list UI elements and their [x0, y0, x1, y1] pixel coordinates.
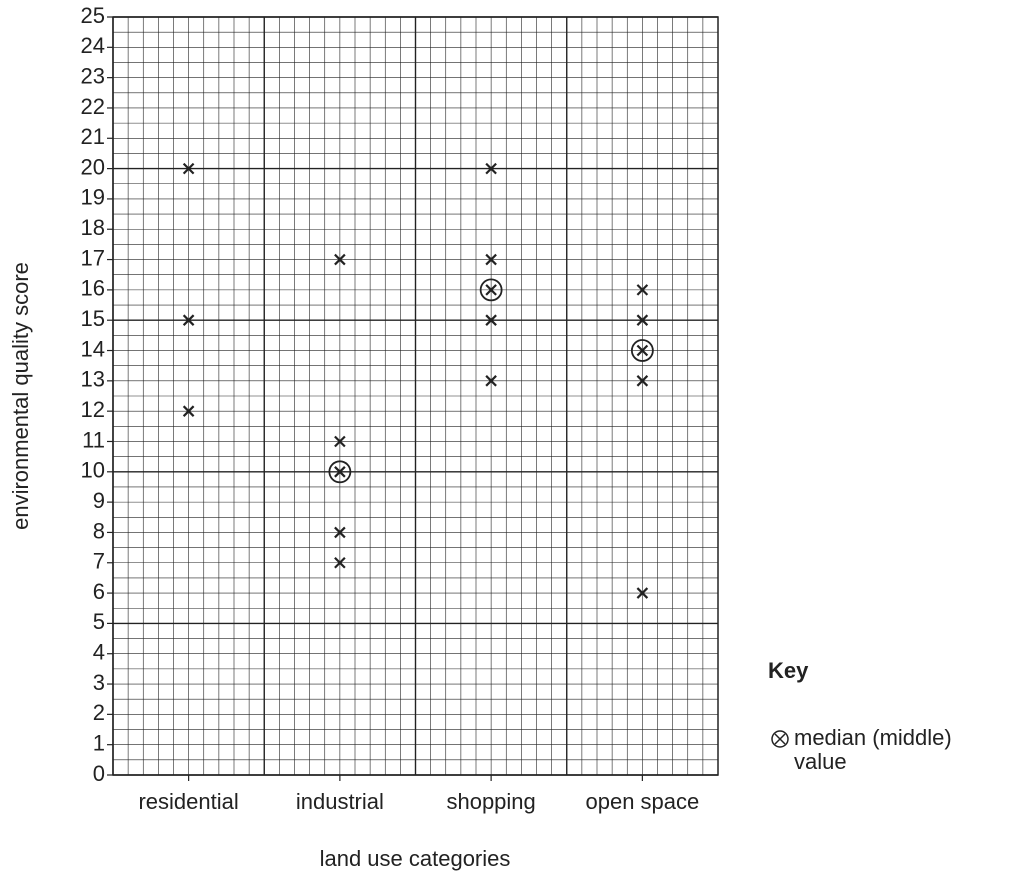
- y-tick-label: 15: [81, 306, 105, 331]
- key-title: Key: [768, 658, 809, 683]
- y-tick-label: 23: [81, 63, 105, 88]
- cross: [636, 284, 649, 296]
- x-tick-label: industrial: [296, 789, 384, 814]
- x-tick-label: residential: [138, 789, 238, 814]
- y-tick-label: 25: [81, 3, 105, 28]
- cross: [485, 253, 497, 266]
- cross: [485, 375, 497, 387]
- y-tick-label: 1: [93, 730, 105, 755]
- x-tick-label: open space: [585, 789, 699, 814]
- y-tick-label: 19: [81, 185, 105, 210]
- cross: [485, 162, 497, 175]
- cross: [334, 526, 346, 539]
- y-tick-label: 13: [81, 367, 105, 392]
- y-tick-label: 2: [93, 700, 105, 725]
- y-tick-label: 22: [81, 94, 105, 119]
- median-circle: [630, 339, 654, 362]
- cross: [334, 466, 346, 478]
- y-tick-label: 14: [81, 336, 105, 361]
- cross: [182, 405, 195, 417]
- y-tick-label: 4: [93, 640, 105, 665]
- cross: [636, 587, 649, 599]
- y-tick-label: 21: [81, 124, 105, 149]
- cross: [334, 435, 346, 448]
- y-tick-label: 0: [93, 761, 105, 786]
- y-tick-label: 17: [81, 245, 105, 270]
- y-tick-label: 11: [82, 427, 105, 452]
- key-symbol: [771, 730, 789, 748]
- cross: [636, 314, 649, 326]
- cross: [182, 162, 195, 175]
- median-circle: [479, 278, 503, 302]
- y-tick-label: 5: [93, 609, 105, 634]
- x-tick-label: shopping: [446, 789, 535, 814]
- cross: [485, 314, 497, 326]
- cross: [485, 284, 497, 296]
- median-circle: [328, 460, 352, 484]
- plot-border: [112, 16, 719, 776]
- cross: [182, 314, 195, 326]
- y-tick-label: 20: [81, 154, 105, 179]
- key-label: median (middle) value: [794, 726, 952, 774]
- y-tick-label: 7: [93, 549, 105, 574]
- y-tick-label: 18: [81, 215, 105, 240]
- y-tick-label: 8: [93, 518, 105, 543]
- y-tick-label: 12: [81, 397, 105, 422]
- x-axis-label: land use categories: [320, 846, 511, 871]
- cross: [636, 344, 649, 357]
- cross: [636, 375, 649, 387]
- key-label-box: median (middle) value: [794, 726, 952, 774]
- y-tick-label: 6: [93, 579, 105, 604]
- cross: [334, 556, 346, 569]
- y-axis-label: environmental quality score: [8, 262, 33, 530]
- y-tick-label: 10: [81, 458, 105, 483]
- y-tick-label: 16: [81, 276, 105, 301]
- y-tick-label: 3: [93, 670, 105, 695]
- y-tick-label: 9: [93, 488, 105, 513]
- cross: [334, 253, 346, 266]
- y-tick-label: 24: [81, 33, 105, 58]
